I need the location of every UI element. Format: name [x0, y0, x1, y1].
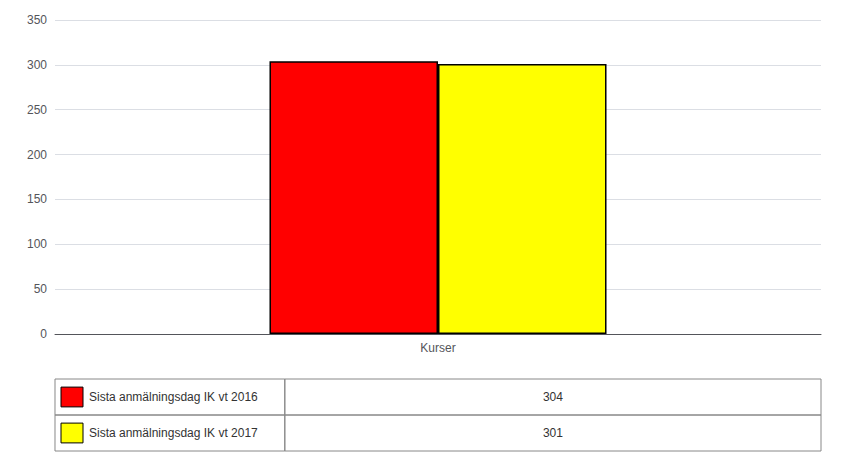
svg-text:50: 50: [34, 282, 48, 296]
svg-text:304: 304: [543, 390, 563, 404]
svg-text:300: 300: [27, 58, 47, 72]
svg-text:200: 200: [27, 148, 47, 162]
svg-text:100: 100: [27, 237, 47, 251]
svg-text:301: 301: [543, 426, 563, 440]
svg-text:0: 0: [40, 327, 47, 341]
svg-text:350: 350: [27, 13, 47, 27]
svg-text:250: 250: [27, 103, 47, 117]
svg-text:Sista anmälningsdag IK vt 2017: Sista anmälningsdag IK vt 2017: [89, 426, 258, 440]
svg-text:Kurser: Kurser: [420, 341, 455, 355]
svg-text:Sista anmälningsdag IK vt 2016: Sista anmälningsdag IK vt 2016: [89, 390, 258, 404]
svg-text:150: 150: [27, 192, 47, 206]
